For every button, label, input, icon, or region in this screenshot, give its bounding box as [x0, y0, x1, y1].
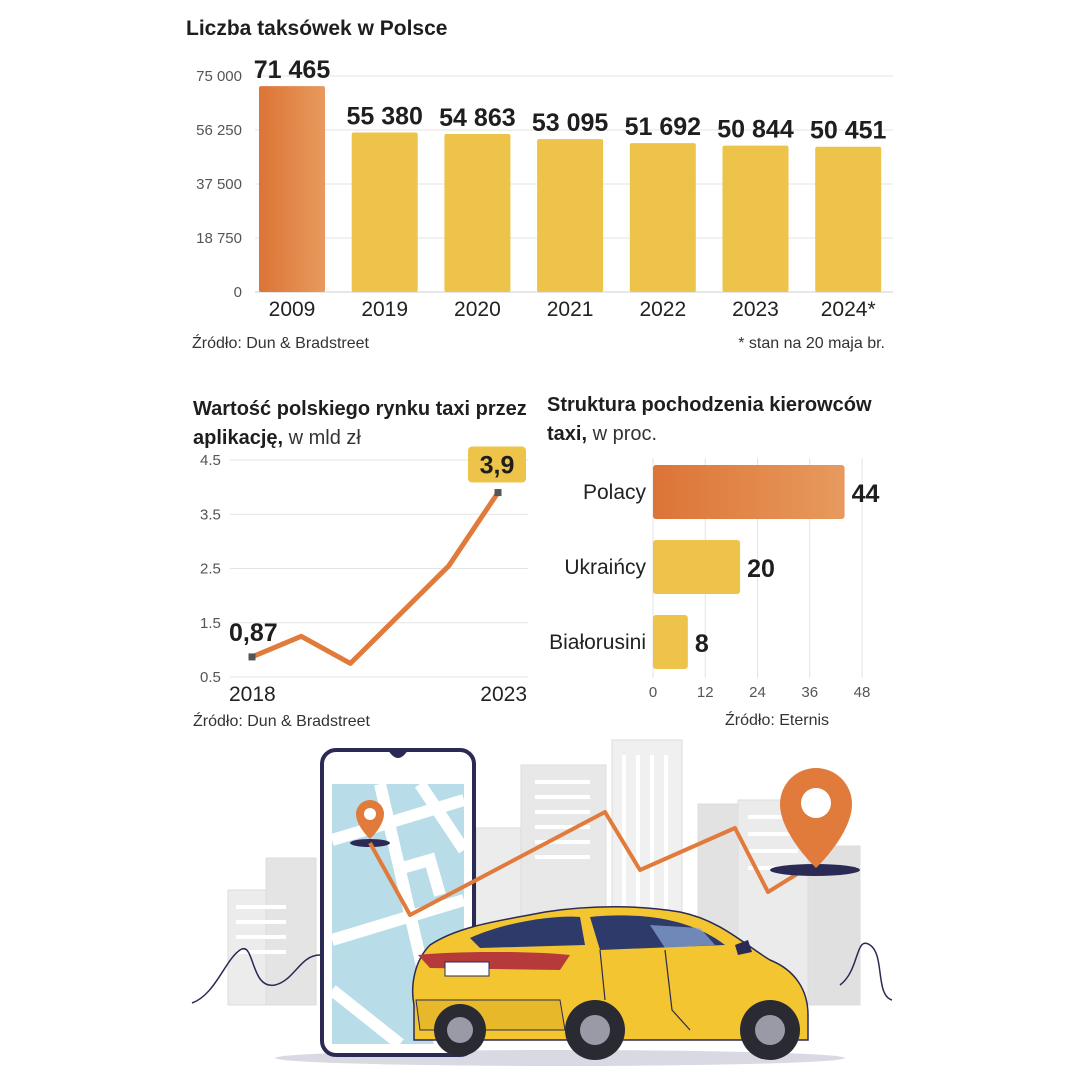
car-window-glare: [650, 925, 715, 948]
x-tick-label: 2019: [361, 298, 408, 321]
bar: [653, 465, 845, 519]
car-door-line: [599, 949, 691, 1031]
car-rear-window: [470, 916, 585, 948]
bar-value-label: 50 844: [717, 116, 794, 144]
y-tick-label: 37 500: [196, 176, 242, 193]
bar-value-labels: 44 20 8: [695, 480, 880, 658]
route-line: [368, 810, 812, 917]
x-tick-label: 12: [697, 684, 714, 701]
y-tick-label: 4.5: [200, 452, 221, 469]
bar-value-label: 8: [695, 630, 709, 658]
building: [265, 857, 317, 1006]
car-tail-light: [418, 951, 570, 970]
bar-value-label: 20: [747, 555, 775, 583]
chart-subtitle-unit: w proc.: [587, 423, 657, 445]
bars: [653, 465, 845, 669]
phone-notch: [388, 750, 408, 758]
series-line: [249, 490, 501, 666]
x-tick-label: 36: [801, 684, 818, 701]
chart-title: Liczba taksówek w Polsce: [186, 17, 447, 40]
taxi-count-chart: Liczba taksówek w Polsce 0 18 750 37 500 56…: [186, 17, 893, 352]
car-wheel-rear: [434, 1004, 486, 1056]
license-plate: [444, 961, 490, 977]
chart-title: Wartość polskiego rynku taxi przez: [193, 398, 527, 420]
x-tick-label: 48: [854, 684, 871, 701]
x-tick-label: 2024*: [821, 298, 876, 321]
end-value-label: 3,9: [480, 452, 515, 480]
chart-footnote: * stan na 20 maja br.: [738, 335, 885, 352]
chart-source: Źródło: Dun & Bradstreet: [193, 711, 371, 730]
y-tick-label: 75 000: [196, 68, 242, 85]
start-point: [248, 653, 256, 661]
chart-source: Źródło: Dun & Bradstreet: [192, 333, 370, 352]
x-start-label: 2018: [229, 683, 276, 706]
y-tick-labels: 0.5 1.5 2.5 3.5 4.5: [200, 452, 221, 686]
taxi-car: [411, 906, 809, 1060]
destination-pin-icon: [770, 768, 860, 876]
x-tick-labels: 0 12 24 36 48: [649, 684, 871, 701]
bar: [259, 86, 325, 292]
end-value-box: [468, 446, 526, 483]
y-tick-label: 1.5: [200, 615, 221, 632]
car-wheel-front: [740, 1000, 800, 1060]
bar: [722, 145, 789, 292]
bar: [537, 139, 604, 292]
chart-subtitle-bold: taxi,: [547, 423, 587, 445]
chart-subtitle-unit: w mld zł: [283, 427, 361, 449]
chart-subtitle: taxi, w proc.: [547, 423, 657, 445]
driver-origin-chart: Struktura pochodzenia kierowców taxi, w …: [547, 394, 879, 729]
chart-subtitle-bold: aplikację,: [193, 427, 283, 449]
y-tick-label: 18 750: [196, 230, 242, 247]
y-tick-label: 2.5: [200, 561, 221, 578]
bar-value-label: 54 863: [439, 104, 515, 132]
bar: [444, 133, 511, 292]
x-tick-label: 24: [749, 684, 766, 701]
chart-title: Struktura pochodzenia kierowców: [547, 394, 872, 416]
chart-subtitle: aplikację, w mld zł: [193, 427, 361, 449]
bar: [351, 132, 418, 292]
category-label: Białorusini: [549, 631, 646, 654]
car-mirror: [735, 940, 752, 955]
x-tick-label: 2020: [454, 298, 501, 321]
x-tick-label: 2022: [639, 298, 686, 321]
bar: [629, 143, 696, 292]
map-pin-dot: [364, 808, 376, 820]
bar-value-labels: 71 465 55 380 54 863 53 095 51 692 50 844 50 4…: [254, 56, 887, 145]
bar-value-label: 44: [852, 480, 880, 508]
bar: [653, 615, 688, 669]
category-label: Ukraińcy: [564, 556, 646, 579]
bar-value-label: 71 465: [254, 56, 331, 84]
x-end-label: 2023: [480, 683, 527, 706]
y-tick-label: 3.5: [200, 506, 221, 523]
bar: [815, 146, 882, 292]
y-gridlines: [230, 459, 528, 678]
y-tick-label: 56 250: [196, 122, 242, 139]
x-tick-label: 2021: [547, 298, 594, 321]
end-point: [494, 489, 502, 497]
market-value-chart: Wartość polskiego rynku taxi przez aplik…: [193, 398, 528, 730]
x-tick-label: 2023: [732, 298, 779, 321]
bar-value-label: 50 451: [810, 117, 887, 145]
category-label: Polacy: [583, 481, 647, 504]
chart-source: Źródło: Eternis: [725, 710, 829, 729]
x-tick-labels: 2009 2019 2020 2021 2022 2023 2024*: [269, 298, 876, 321]
ground-line: [191, 942, 893, 1004]
car-wheel-middle: [565, 1000, 625, 1060]
category-labels: Polacy Ukraińcy Białorusini: [549, 481, 646, 654]
bar: [653, 540, 741, 594]
y-tick-label: 0: [234, 284, 242, 301]
bar-value-label: 51 692: [625, 113, 701, 141]
x-tick-label: 0: [649, 684, 657, 701]
x-tick-label: 2009: [269, 298, 316, 321]
bars: [259, 86, 882, 292]
start-value-label: 0,87: [229, 619, 278, 647]
y-tick-labels: 0 18 750 37 500 56 250 75 000: [196, 68, 242, 301]
bar-value-label: 53 095: [532, 109, 609, 137]
y-tick-label: 0.5: [200, 669, 221, 686]
taxi-city-illustration: [191, 739, 893, 1066]
bar-value-label: 55 380: [346, 103, 422, 131]
